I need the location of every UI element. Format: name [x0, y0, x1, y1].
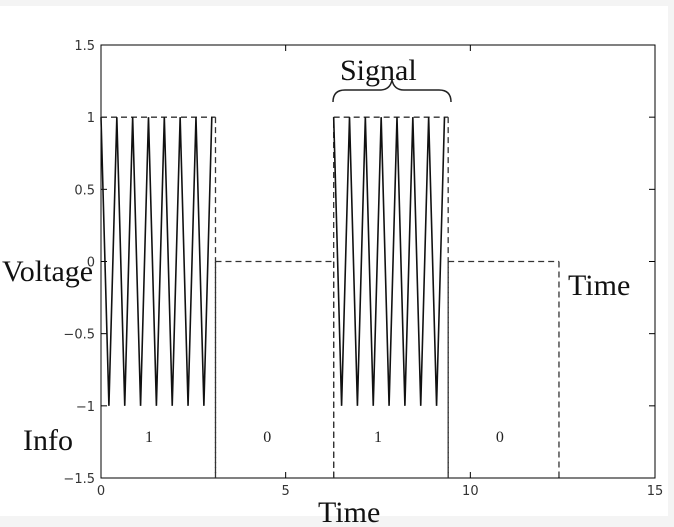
y-tick-label: 0	[87, 256, 95, 271]
y-tick-label: 1.5	[74, 39, 95, 54]
signal-label: Signal	[340, 54, 417, 87]
info-label: Info	[23, 424, 73, 457]
time-label-right: Time	[568, 269, 630, 302]
y-axis-label: Voltage	[2, 255, 93, 288]
signal-brace	[332, 79, 452, 103]
x-tick-label: 5	[282, 484, 290, 499]
bit-label: 1	[374, 429, 382, 446]
x-axis-label: Time	[318, 496, 380, 527]
axis-ticks: 1.510.50−0.5−1−1.50 5 10 15	[63, 39, 663, 499]
y-tick-label: −1	[76, 400, 95, 415]
signal-waveform	[100, 117, 446, 406]
waveform-segment	[332, 117, 446, 406]
bit-label: 0	[496, 429, 504, 446]
x-tick-label: 10	[462, 484, 479, 499]
bit-labels: 1 0 1 0	[145, 429, 504, 446]
x-tick-label: 15	[647, 484, 664, 499]
y-tick-label: 0.5	[74, 183, 95, 198]
x-tick-label: 0	[97, 484, 105, 499]
bit-label: 0	[263, 429, 271, 446]
bit-label: 1	[145, 429, 153, 446]
waveform-segment	[100, 117, 213, 406]
y-tick-label: −1.5	[63, 472, 95, 487]
figure-panel	[0, 6, 668, 516]
y-tick-label: −0.5	[63, 328, 95, 343]
y-tick-label: 1	[87, 111, 95, 126]
